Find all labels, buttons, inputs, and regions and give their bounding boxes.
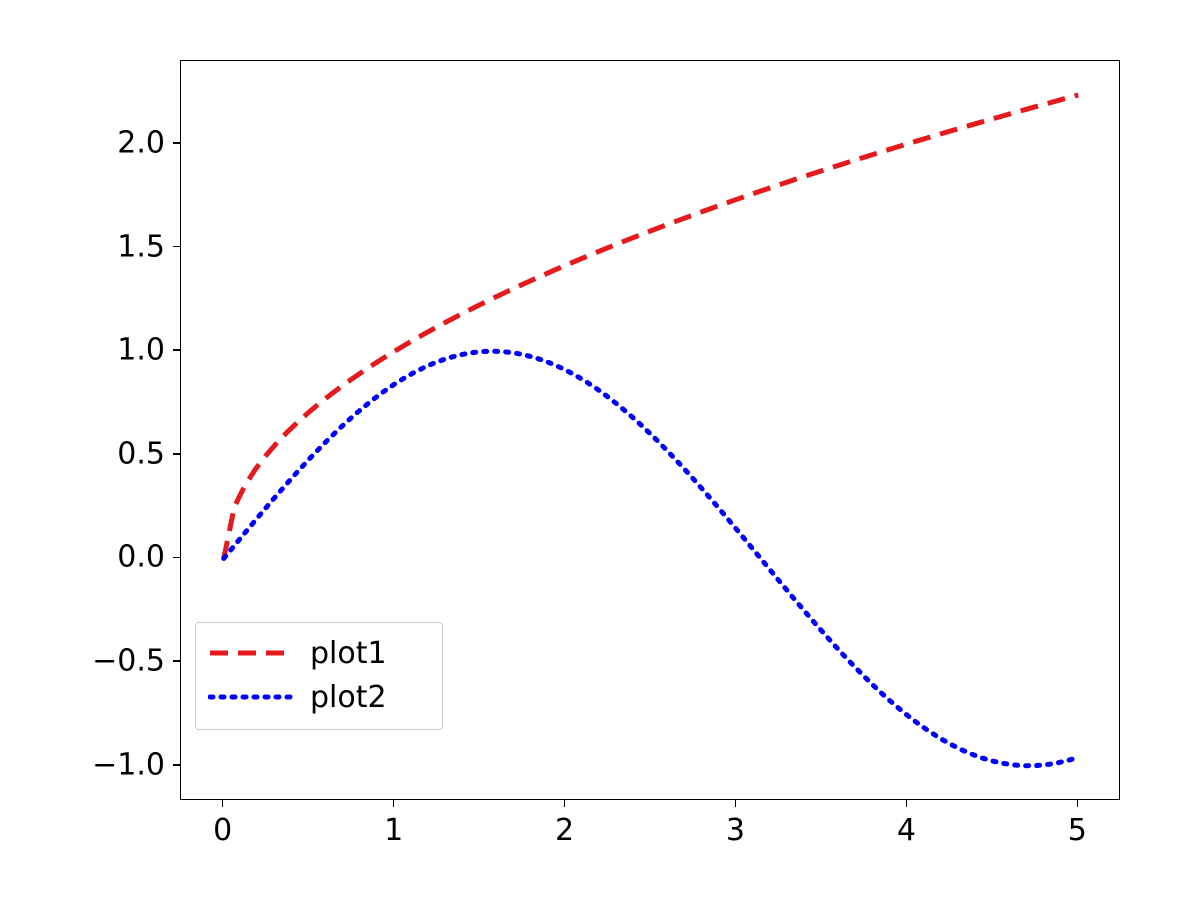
y-tick-mark [173,557,180,559]
series-plot1 [224,95,1079,559]
legend-item: plot2 [208,675,430,719]
x-tick-label: 1 [384,813,403,848]
figure: 012345 −1.0−0.50.00.51.01.52.0 plot1plot… [0,0,1200,900]
x-tick-mark [1077,800,1079,807]
y-tick-mark [173,246,180,248]
y-tick-label: 0.5 [117,436,165,471]
y-tick-label: 1.0 [117,333,165,368]
legend-label: plot2 [310,680,387,715]
y-tick-label: 0.0 [117,540,165,575]
x-tick-mark [393,800,395,807]
y-tick-mark [173,349,180,351]
y-tick-label: −1.0 [92,747,165,782]
x-tick-mark [906,800,908,807]
x-tick-mark [222,800,224,807]
x-tick-label: 0 [213,813,232,848]
x-tick-label: 3 [726,813,745,848]
y-tick-label: 2.0 [117,125,165,160]
legend-item: plot1 [208,631,430,675]
legend-label: plot1 [310,636,387,671]
y-tick-mark [173,660,180,662]
y-tick-label: −0.5 [92,644,165,679]
x-tick-label: 2 [555,813,574,848]
legend-swatch [208,643,294,663]
x-tick-label: 4 [897,813,916,848]
x-tick-label: 5 [1068,813,1087,848]
x-tick-mark [564,800,566,807]
legend-swatch [208,687,294,707]
y-tick-mark [173,142,180,144]
legend: plot1 plot2 [195,622,443,730]
y-tick-label: 1.5 [117,229,165,264]
y-tick-mark [173,453,180,455]
x-tick-mark [735,800,737,807]
y-tick-mark [173,764,180,766]
